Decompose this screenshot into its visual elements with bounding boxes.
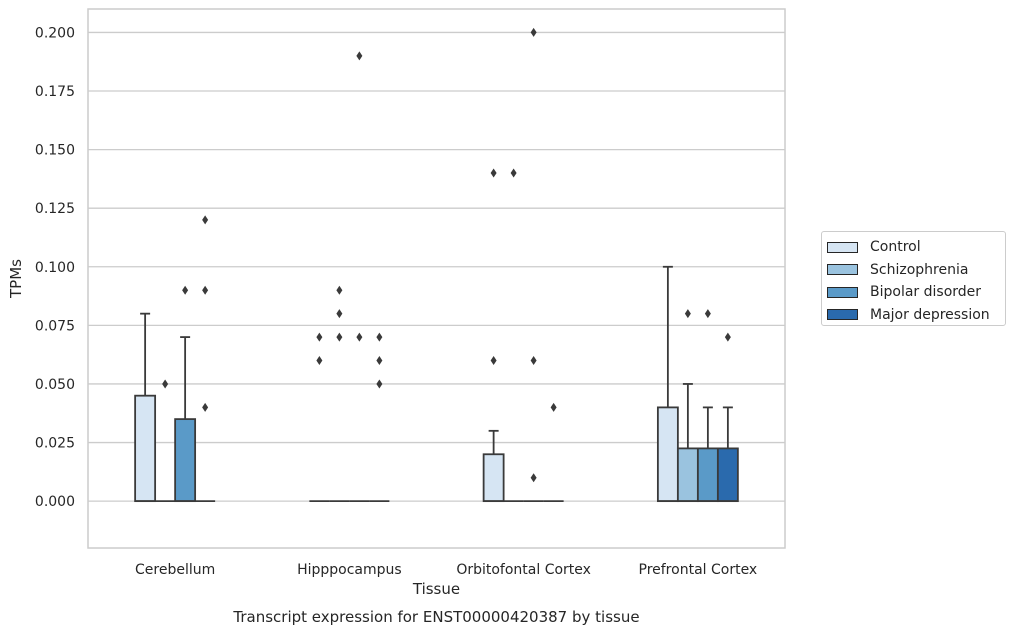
legend-swatch — [827, 286, 858, 298]
chart-caption: Transcript expression for ENST0000042038… — [232, 608, 639, 626]
x-tick-label: Hipppocampus — [297, 562, 402, 578]
outlier-point — [704, 309, 711, 319]
y-tick-label: 0.200 — [35, 25, 75, 41]
outlier-point — [376, 379, 383, 389]
outlier-point — [336, 309, 343, 319]
y-axis-label: TPMs — [7, 259, 25, 299]
box — [482, 453, 505, 503]
box — [696, 447, 719, 503]
outlier-point — [684, 309, 691, 319]
x-tick-label: Orbitofontal Cortex — [456, 562, 591, 578]
outlier-point — [550, 402, 557, 412]
outlier-point — [530, 27, 537, 37]
y-tick-label: 0.175 — [35, 84, 75, 100]
legend-label: Major depression — [870, 306, 990, 323]
outlier-point — [376, 356, 383, 366]
outlier-point — [490, 356, 497, 366]
legend-swatch — [827, 241, 858, 253]
outlier-point — [316, 356, 323, 366]
box — [656, 406, 679, 503]
outlier-point — [182, 285, 189, 295]
box — [134, 394, 157, 503]
outlier-point — [316, 332, 323, 342]
outlier-point — [530, 473, 537, 483]
outlier-point — [202, 402, 209, 412]
legend-swatch — [827, 264, 858, 276]
x-tick-labels: Cerebellum Hipppocampus Orbitofontal Corte… — [135, 562, 757, 578]
legend-label: Control — [870, 239, 921, 256]
y-tick-label: 0.150 — [35, 143, 75, 159]
box — [676, 447, 699, 503]
legend: Control Schizophrenia Bipolar disorder Majo… — [821, 231, 1006, 326]
outlier-point — [530, 356, 537, 366]
outlier-point — [376, 332, 383, 342]
legend-item: Major depression — [827, 304, 1005, 327]
boxes — [134, 265, 739, 503]
outliers — [162, 27, 731, 483]
legend-swatch — [827, 309, 858, 321]
outlier-point — [202, 285, 209, 295]
outlier-point — [336, 285, 343, 295]
y-tick-labels: 0.000 0.025 0.050 0.075 0.100 0.125 0.150 0.175… — [35, 25, 75, 510]
outlier-point — [202, 215, 209, 225]
x-tick-label: Cerebellum — [135, 562, 215, 578]
outlier-point — [724, 332, 731, 342]
outlier-point — [356, 332, 363, 342]
y-tick-label: 0.050 — [35, 377, 75, 393]
x-axis-label: Tissue — [412, 580, 460, 598]
box — [174, 418, 197, 503]
y-tick-label: 0.000 — [35, 494, 75, 510]
legend-item: Control — [827, 236, 1005, 259]
outlier-point — [490, 168, 497, 178]
y-tick-label: 0.025 — [35, 436, 75, 452]
outlier-point — [336, 332, 343, 342]
outlier-point — [356, 51, 363, 61]
legend-item: Schizophrenia — [827, 259, 1005, 282]
outlier-point — [162, 379, 169, 389]
box — [716, 447, 739, 503]
gridlines — [88, 31, 785, 502]
legend-label: Schizophrenia — [870, 261, 969, 278]
legend-item: Bipolar disorder — [827, 281, 1005, 304]
outlier-point — [510, 168, 517, 178]
y-tick-label: 0.075 — [35, 318, 75, 334]
y-tick-label: 0.125 — [35, 201, 75, 217]
legend-label: Bipolar disorder — [870, 284, 982, 301]
y-tick-label: 0.100 — [35, 260, 75, 276]
plot-area-frame — [87, 8, 786, 549]
x-tick-label: Prefrontal Cortex — [639, 562, 758, 578]
